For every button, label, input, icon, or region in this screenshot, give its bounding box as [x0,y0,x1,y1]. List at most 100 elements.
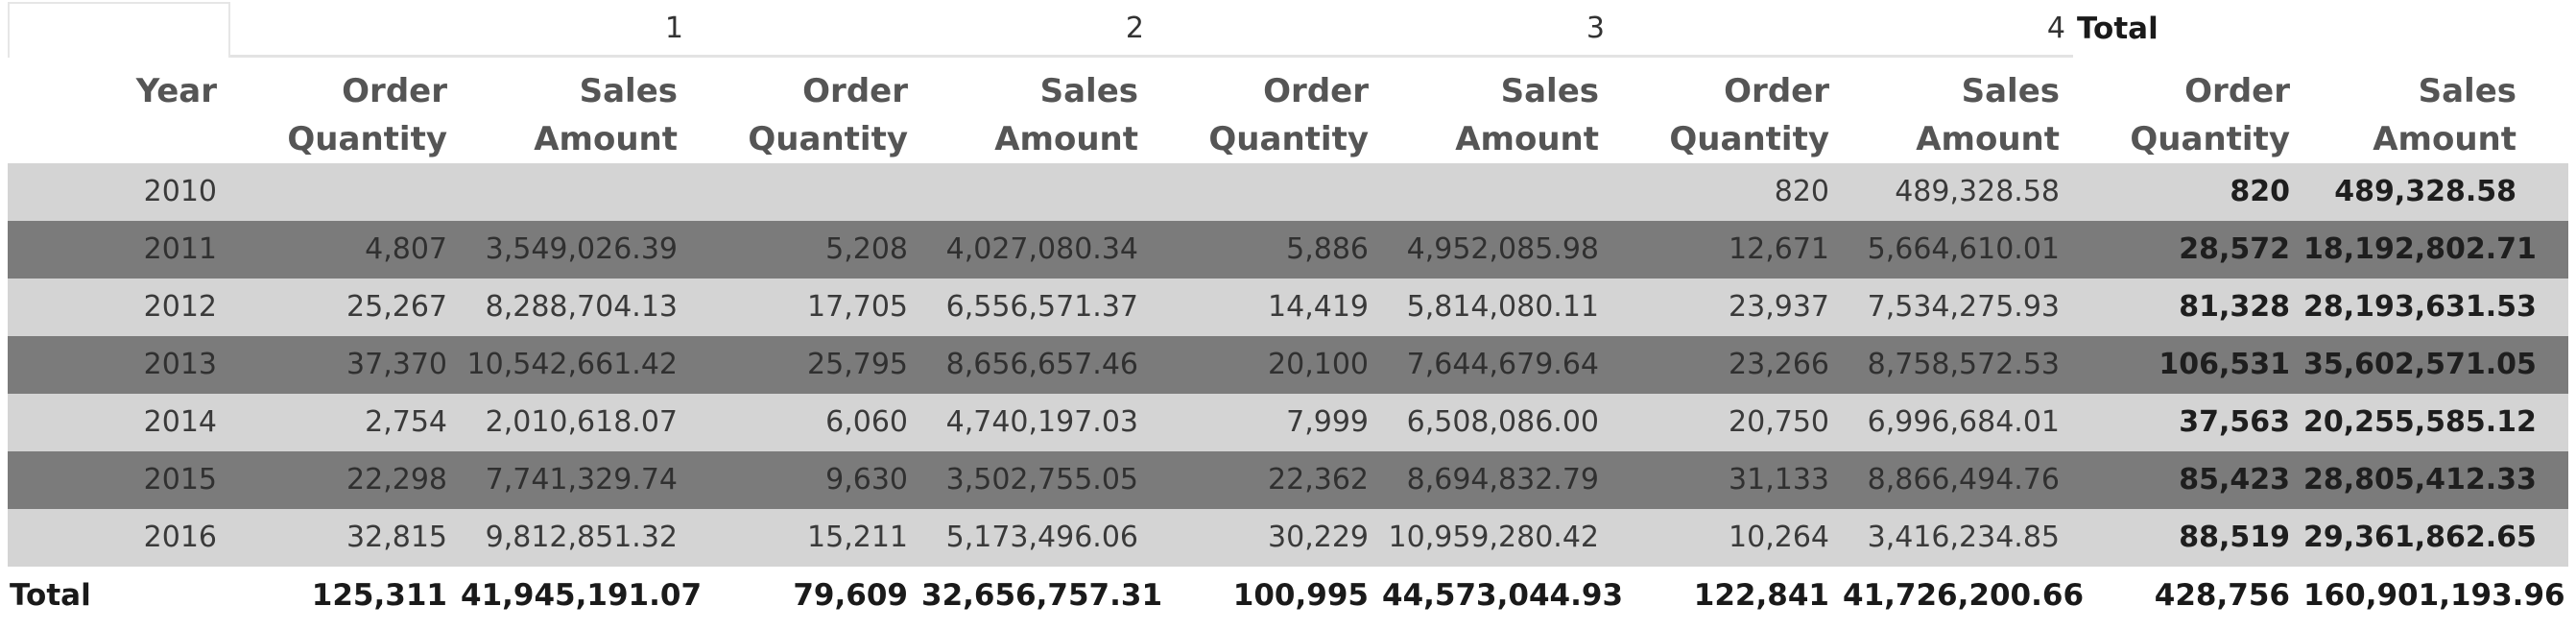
data-cell: 23,266 [1729,348,1829,381]
data-cell: 3,502,755.05 [945,463,1138,497]
col-header-total-sales-amount[interactable]: Sales Amount [2373,72,2516,158]
col-header-order-quantity[interactable]: Order Quantity [287,72,447,158]
data-cell: 8,866,494.76 [1867,463,2060,497]
data-cell [1382,163,1612,221]
data-cell: 14,419 [1268,290,1369,324]
col-header-sales-amount[interactable]: Sales Amount [534,72,678,158]
row-header-cell[interactable]: 2012 [143,290,217,324]
data-cell: 4,952,085.98 [1406,232,1599,266]
col-header-order-quantity[interactable]: Order Quantity [1669,72,1829,158]
grand-total-cell: 100,995 [1232,578,1369,613]
column-group-2[interactable]: 2 [691,0,1152,58]
row-header-cell[interactable]: 2015 [143,463,217,497]
data-cell: 4,807 [365,232,447,266]
data-cell: 9,630 [825,463,908,497]
data-cell: 6,996,684.01 [1867,405,2060,439]
data-cell: 22,298 [346,463,447,497]
col-header-sales-amount[interactable]: Sales Amount [994,72,1138,158]
column-group-1[interactable]: 1 [230,0,691,58]
matrix-visual: 1 2 3 4 Total Year Order Quantity Sales … [8,0,2568,624]
data-cell: 8,758,572.53 [1867,348,2060,381]
data-cell: 12,671 [1729,232,1829,266]
row-total-cell: 820 [2230,175,2290,208]
data-cell: 20,750 [1729,405,1829,439]
data-cell: 25,795 [807,348,908,381]
grand-total-cell: 41,945,191.07 [461,578,703,613]
data-cell [1152,163,1382,221]
data-cell: 25,267 [346,290,447,324]
row-total-cell: 489,328.58 [2334,175,2516,208]
col-header-order-quantity[interactable]: Order Quantity [748,72,908,158]
data-cell: 7,534,275.93 [1867,290,2060,324]
data-cell: 32,815 [346,521,447,554]
data-cell: 6,060 [825,405,908,439]
row-total-cell: 35,602,571.05 [2303,348,2537,381]
grand-total-cell: 79,609 [793,578,908,613]
data-cell: 37,370 [346,348,447,381]
data-cell: 5,886 [1286,232,1369,266]
data-cell: 10,959,280.42 [1388,521,1599,554]
table-row: 2014 2,754 2,010,618.07 6,060 4,740,197.… [8,394,2568,451]
row-total-cell: 20,255,585.12 [2303,405,2537,439]
data-cell: 15,211 [807,521,908,554]
column-group-total[interactable]: Total [2077,12,2159,46]
grand-total-label[interactable]: Total [10,578,91,613]
data-cell: 2,754 [365,405,447,439]
data-cell: 7,741,329.74 [485,463,678,497]
table-row: 2013 37,370 10,542,661.42 25,795 8,656,6… [8,336,2568,394]
table-row: 2015 22,298 7,741,329.74 9,630 3,502,755… [8,451,2568,509]
row-total-cell: 28,193,631.53 [2303,290,2537,324]
col-header-sales-amount[interactable]: Sales Amount [1916,72,2060,158]
data-cell: 5,173,496.06 [945,521,1138,554]
row-total-cell: 28,805,412.33 [2303,463,2537,497]
data-cell: 31,133 [1729,463,1829,497]
data-cell: 5,208 [825,232,908,266]
data-cell: 8,694,832.79 [1406,463,1599,497]
grand-total-cell: 122,841 [1693,578,1829,613]
data-cell [461,163,691,221]
row-total-cell: 37,563 [2179,405,2290,439]
table-row: 2016 32,815 9,812,851.32 15,211 5,173,49… [8,509,2568,567]
data-cell [691,163,921,221]
data-cell: 3,549,026.39 [485,232,678,266]
data-cell: 6,508,086.00 [1406,405,1599,439]
table-row: 2012 25,267 8,288,704.13 17,705 6,556,57… [8,279,2568,336]
grand-total-cell: 44,573,044.93 [1382,578,1624,613]
grand-total-cell: 41,726,200.66 [1843,578,2085,613]
row-total-cell: 106,531 [2159,348,2290,381]
data-cell: 23,937 [1729,290,1829,324]
row-header-cell[interactable]: 2014 [143,405,217,439]
data-cell: 8,656,657.46 [945,348,1138,381]
corner-cell [8,2,230,58]
row-total-cell: 28,572 [2179,232,2290,266]
data-cell [921,163,1152,221]
grand-total-cell: 32,656,757.31 [921,578,1163,613]
row-header-cell[interactable]: 2010 [143,175,217,208]
row-header-cell[interactable]: 2016 [143,521,217,554]
data-cell: 3,416,234.85 [1867,521,2060,554]
col-header-order-quantity[interactable]: Order Quantity [1208,72,1369,158]
data-cell: 10,264 [1729,521,1829,554]
data-cell: 7,999 [1286,405,1369,439]
col-header-sales-amount[interactable]: Sales Amount [1455,72,1599,158]
data-cell: 17,705 [807,290,908,324]
column-group-header-row: 1 2 3 4 Total [8,0,2568,58]
row-header-cell[interactable]: 2013 [143,348,217,381]
column-header-row: Year Order Quantity Sales Amount Order Q… [8,58,2568,163]
data-cell [230,163,461,221]
row-total-cell: 81,328 [2179,290,2290,324]
col-header-total-order-quantity[interactable]: Order Quantity [2130,72,2290,158]
data-cell: 6,556,571.37 [945,290,1138,324]
row-total-cell: 29,361,862.65 [2303,521,2537,554]
column-group-4[interactable]: 4 [1612,0,2073,58]
row-header-cell[interactable]: 2011 [143,232,217,266]
grand-total-cell: 160,901,193.96 [2303,578,2565,613]
row-total-cell: 88,519 [2179,521,2290,554]
table-row: 2011 4,807 3,549,026.39 5,208 4,027,080.… [8,221,2568,279]
data-cell: 5,814,080.11 [1406,290,1599,324]
grand-total-row: Total 125,311 41,945,191.07 79,609 32,65… [8,567,2568,624]
row-header-year[interactable]: Year [135,72,217,110]
grand-total-cell: 125,311 [311,578,447,613]
data-cell: 10,542,661.42 [466,348,678,381]
column-group-3[interactable]: 3 [1152,0,1612,58]
